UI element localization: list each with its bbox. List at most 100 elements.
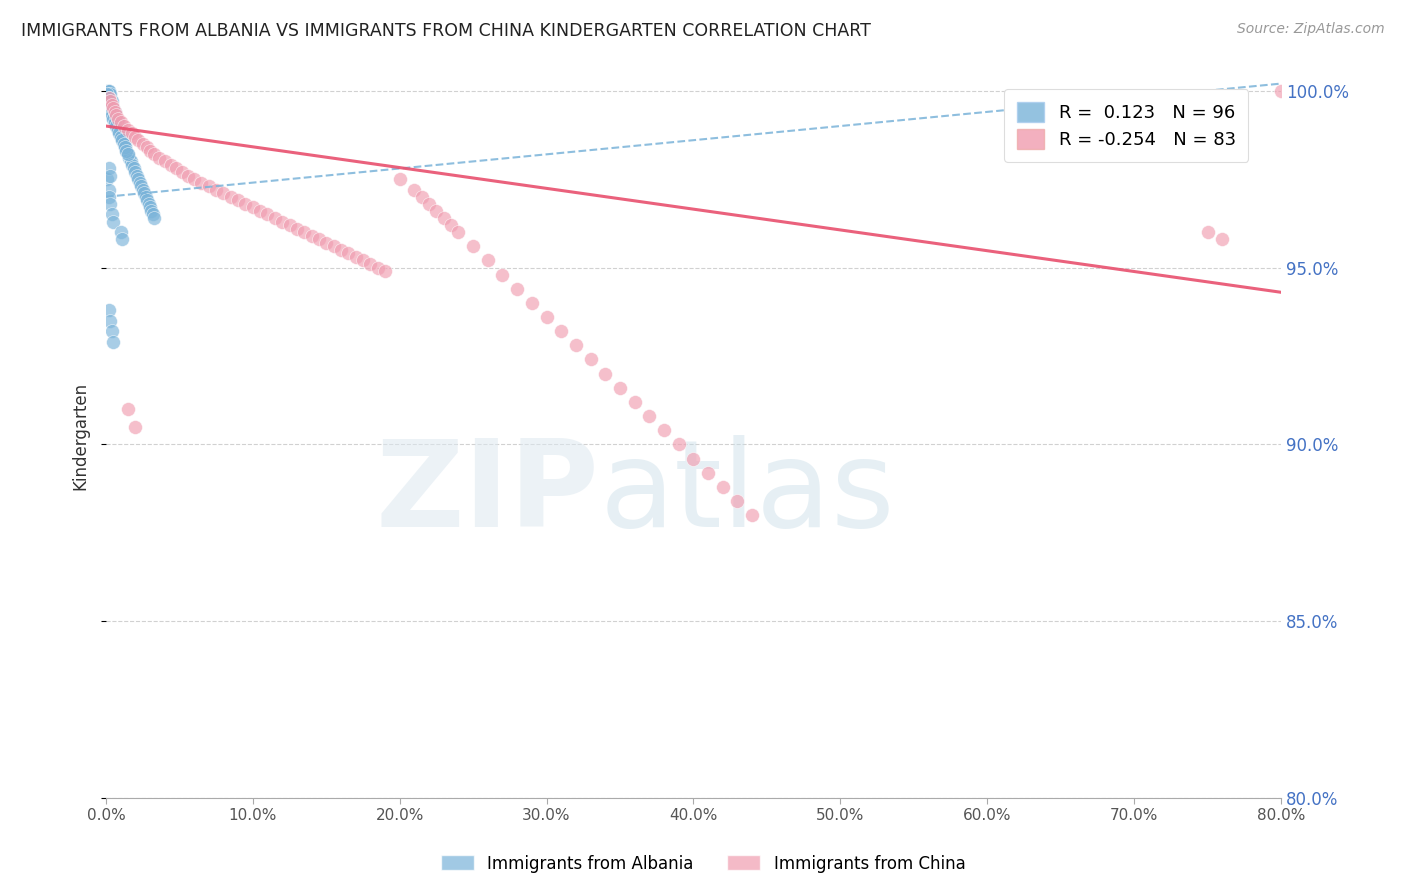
Text: atlas: atlas <box>599 435 896 552</box>
Point <box>141 203 163 218</box>
Point <box>374 264 396 278</box>
Point <box>101 101 124 115</box>
Point <box>142 207 165 221</box>
Point <box>367 260 389 275</box>
Point <box>418 197 440 211</box>
Point <box>111 133 134 147</box>
Point <box>461 239 484 253</box>
Point <box>98 98 121 112</box>
Point <box>107 119 129 133</box>
Point <box>447 225 470 239</box>
Point <box>104 112 127 126</box>
Point <box>129 179 152 194</box>
Point <box>105 119 128 133</box>
Point <box>491 268 513 282</box>
Point <box>101 104 124 119</box>
Point <box>101 108 124 122</box>
Point <box>136 194 159 208</box>
Point <box>107 122 129 136</box>
Point <box>96 91 118 105</box>
Point <box>315 235 337 250</box>
Point <box>219 190 242 204</box>
Point <box>103 214 125 228</box>
Point <box>165 161 187 176</box>
Point <box>433 211 456 225</box>
Point <box>98 197 121 211</box>
Point <box>105 119 128 133</box>
Point <box>212 186 235 201</box>
Point <box>127 133 149 147</box>
Point <box>550 324 572 338</box>
Point <box>197 179 219 194</box>
Point <box>177 169 200 183</box>
Point <box>329 243 352 257</box>
Point <box>226 194 249 208</box>
Point <box>425 203 447 218</box>
Point <box>117 402 139 417</box>
Point <box>727 494 749 508</box>
Point <box>104 115 127 129</box>
Point <box>124 165 146 179</box>
Point <box>103 112 125 126</box>
Point <box>97 91 120 105</box>
Point <box>148 151 170 165</box>
Point <box>103 112 125 126</box>
Point <box>285 221 308 235</box>
Point <box>125 169 148 183</box>
Point <box>97 84 120 98</box>
Point <box>120 154 142 169</box>
Point <box>668 437 690 451</box>
Point <box>108 126 131 140</box>
Point <box>344 250 367 264</box>
Point <box>114 140 136 154</box>
Point <box>1211 232 1233 246</box>
Point <box>111 232 134 246</box>
Point <box>322 239 344 253</box>
Point <box>96 87 118 102</box>
Point <box>98 101 121 115</box>
Point <box>278 218 301 232</box>
Point <box>506 282 529 296</box>
Point <box>711 480 734 494</box>
Point <box>121 158 143 172</box>
Point <box>114 136 136 151</box>
Point <box>682 451 704 466</box>
Point <box>118 151 141 165</box>
Point <box>623 395 645 409</box>
Text: IMMIGRANTS FROM ALBANIA VS IMMIGRANTS FROM CHINA KINDERGARTEN CORRELATION CHART: IMMIGRANTS FROM ALBANIA VS IMMIGRANTS FR… <box>21 22 870 40</box>
Point <box>112 133 135 147</box>
Point <box>121 126 143 140</box>
Point <box>520 296 543 310</box>
Point <box>98 104 121 119</box>
Point <box>101 104 124 119</box>
Point <box>107 122 129 136</box>
Point <box>609 381 631 395</box>
Point <box>388 172 411 186</box>
Point <box>352 253 374 268</box>
Point <box>128 176 150 190</box>
Point <box>111 133 134 147</box>
Point <box>98 87 121 102</box>
Point <box>105 115 128 129</box>
Point <box>105 112 128 126</box>
Point <box>697 466 720 480</box>
Point <box>205 183 228 197</box>
Point <box>107 115 129 129</box>
Point <box>536 310 558 324</box>
Point <box>131 183 153 197</box>
Point <box>97 91 120 105</box>
Point <box>98 95 121 109</box>
Point <box>131 136 153 151</box>
Point <box>98 95 121 109</box>
Point <box>1270 84 1292 98</box>
Point <box>242 200 264 214</box>
Point <box>97 95 120 109</box>
Point <box>101 98 124 112</box>
Point <box>1197 225 1219 239</box>
Point <box>153 154 176 169</box>
Point <box>104 104 127 119</box>
Point <box>477 253 499 268</box>
Point <box>97 161 120 176</box>
Text: Source: ZipAtlas.com: Source: ZipAtlas.com <box>1237 22 1385 37</box>
Point <box>595 367 617 381</box>
